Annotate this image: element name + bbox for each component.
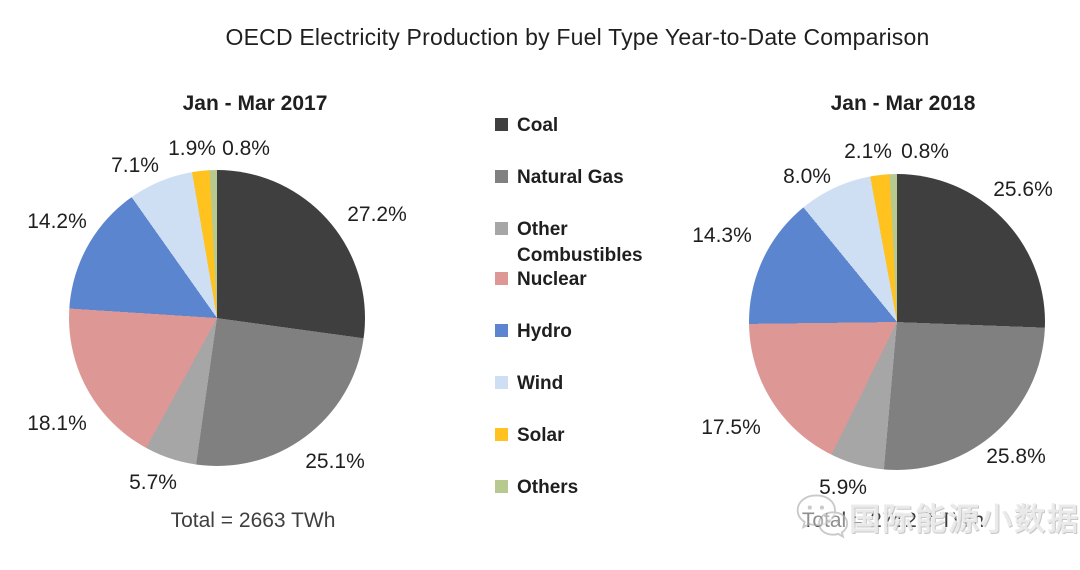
percent-label-others: 0.8%: [222, 137, 270, 160]
legend-item-natural-gas: Natural Gas: [495, 165, 624, 191]
percent-label-natural-gas: 25.8%: [986, 445, 1046, 468]
percent-label-nuclear: 18.1%: [27, 412, 87, 435]
legend-item-hydro: Hydro: [495, 319, 572, 345]
percent-label-hydro: 14.3%: [692, 224, 752, 247]
chart-title: OECD Electricity Production by Fuel Type…: [225, 24, 930, 50]
legend-swatch-coal: [495, 118, 508, 131]
percent-label-coal: 25.6%: [993, 178, 1053, 201]
legend-item-coal: Coal: [495, 113, 558, 139]
percent-label-nuclear: 17.5%: [701, 416, 761, 439]
legend-swatch-natural-gas: [495, 170, 508, 183]
legend-swatch-wind: [495, 376, 508, 389]
percent-label-other-combustibles: 5.7%: [129, 471, 177, 494]
percent-label-wind: 8.0%: [783, 165, 831, 188]
legend-item-others: Others: [495, 475, 578, 501]
pie-2017-chart: [69, 170, 365, 466]
pie-group-2017: Jan - Mar 2017 Total = 2663 TWh 27.2% 25.…: [0, 80, 520, 560]
legend-label-natural-gas: Natural Gas: [517, 167, 624, 188]
legend-swatch-others: [495, 480, 508, 493]
percent-label-solar: 1.9%: [168, 137, 216, 160]
percent-label-other-combustibles: 5.9%: [819, 476, 867, 499]
pie-2018-total-label: Total = 2752.3 TWh: [801, 509, 985, 532]
legend-item-other-combustibles: Other Combustibles: [495, 217, 675, 269]
percent-label-hydro: 14.2%: [27, 210, 87, 233]
percent-label-wind: 7.1%: [111, 154, 159, 177]
legend-item-wind: Wind: [495, 371, 563, 397]
pie-2018-title: Jan - Mar 2018: [830, 92, 976, 115]
legend-swatch-other-combustibles: [495, 222, 508, 235]
pie-2018-chart: [749, 174, 1045, 470]
pie-2017-total-label: Total = 2663 TWh: [170, 509, 336, 532]
percent-label-others: 0.8%: [901, 140, 949, 163]
legend-label-other-combustibles: Other Combustibles: [517, 219, 643, 266]
legend-item-nuclear: Nuclear: [495, 267, 587, 293]
legend-label-wind: Wind: [517, 373, 564, 394]
legend: Coal Natural Gas Other Combustibles Nuclear…: [495, 0, 695, 570]
legend-label-hydro: Hydro: [517, 321, 572, 342]
pie-group-2018: Jan - Mar 2018 Total = 2752.3 TWh 国际能源小数…: [692, 80, 1080, 560]
legend-item-solar: Solar: [495, 423, 565, 449]
percent-label-coal: 27.2%: [347, 203, 407, 226]
legend-label-coal: Coal: [517, 115, 559, 136]
percent-label-natural-gas: 25.1%: [305, 450, 365, 473]
percent-label-solar: 2.1%: [844, 140, 892, 163]
legend-label-others: Others: [517, 477, 579, 498]
legend-swatch-nuclear: [495, 272, 508, 285]
legend-label-solar: Solar: [517, 425, 565, 446]
legend-swatch-solar: [495, 428, 508, 441]
legend-label-nuclear: Nuclear: [517, 269, 587, 290]
pie-2017-title: Jan - Mar 2017: [182, 92, 328, 115]
legend-swatch-hydro: [495, 324, 508, 337]
